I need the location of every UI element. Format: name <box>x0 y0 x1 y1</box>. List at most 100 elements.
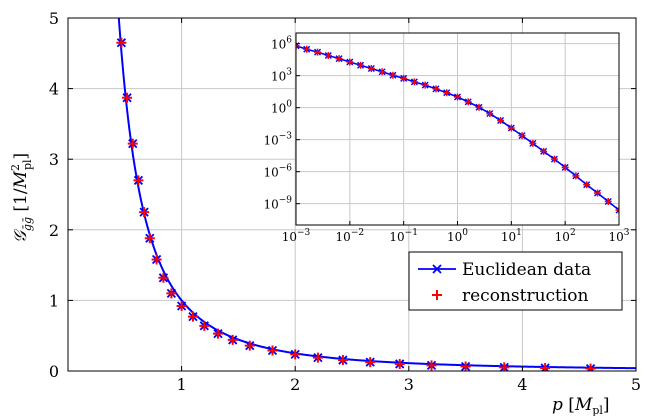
inset-euclidean-point <box>615 206 619 214</box>
main-x-tick-label: 4 <box>517 375 527 394</box>
main-reconstruction-point <box>122 92 133 103</box>
inset-reconstruction-point <box>367 64 375 72</box>
main-reconstruction-point <box>312 352 323 363</box>
inset-chart: 10−3 10−2 10−1 100 101 102 103 10−9 10−6 10−3 100 1… <box>263 32 630 244</box>
main-y-tick-label: 2 <box>49 221 59 240</box>
main-reconstruction-point <box>394 358 405 369</box>
inset-y-tick-label: 10−3 <box>263 132 292 148</box>
inset-reconstruction-point <box>550 155 558 163</box>
inset-x-tick-label: 102 <box>555 228 576 244</box>
main-ticks <box>68 17 637 372</box>
inset-reconstruction-point <box>583 181 591 189</box>
inset-x-tick-label: 10−3 <box>282 228 311 244</box>
inset-reconstruction-point <box>432 85 440 93</box>
inset-x-tick-label: 101 <box>501 228 522 244</box>
legend-x-marker-icon <box>432 264 442 274</box>
legend-label-reconstruction: reconstruction <box>462 286 589 306</box>
inset-reconstruction-point <box>497 116 505 124</box>
main-reconstruction-point <box>212 328 223 339</box>
main-reconstruction-point <box>116 37 127 48</box>
main-reconstruction-point <box>127 138 138 149</box>
main-reconstruction-point <box>426 360 437 371</box>
inset-reconstruction-point <box>400 74 408 82</box>
main-x-tick-label: 2 <box>290 375 300 394</box>
main-reconstruction-point <box>337 355 348 366</box>
main-series <box>116 18 636 371</box>
main-reconstruction-point <box>144 233 155 244</box>
inset-series <box>296 42 619 214</box>
main-reconstruction-point <box>139 207 150 218</box>
main-reconstruction-point <box>244 340 255 351</box>
y-axis-label: 𝒢ḡḡ [1/M2pl] <box>9 153 34 243</box>
legend-item-euclidean: Euclidean data <box>418 260 591 280</box>
main-reconstruction-point <box>176 301 187 312</box>
inset-y-tick-label: 103 <box>271 68 292 84</box>
main-y-tick-label: 4 <box>49 80 59 99</box>
legend-label-euclidean: Euclidean data <box>462 260 591 280</box>
main-reconstruction-point <box>585 363 596 371</box>
inset-reconstruction-point <box>335 55 343 63</box>
inset-reconstruction-point <box>604 197 612 205</box>
inset-reconstruction-point <box>389 71 397 79</box>
inset-reconstruction-point <box>572 172 580 180</box>
main-x-tick-label: 1 <box>177 375 187 394</box>
main-reconstruction-point <box>267 345 278 356</box>
inset-reconstruction-point <box>378 68 386 76</box>
inset-reconstruction-point <box>464 98 472 106</box>
inset-y-tick-label: 100 <box>271 100 292 116</box>
main-reconstruction-point <box>166 288 177 299</box>
inset-x-tick-label: 10−1 <box>389 228 418 244</box>
inset-tick-labels: 10−3 10−2 10−1 100 101 102 103 10−9 10−6 10−3 100 1… <box>263 36 629 244</box>
legend: Euclidean data reconstruction <box>408 251 623 311</box>
main-reconstruction-point <box>365 357 376 368</box>
x-axis-label: p [Mpl] <box>552 395 610 416</box>
inset-reconstruction-point <box>561 163 569 171</box>
main-reconstruction-point <box>199 320 210 331</box>
main-reconstruction-point <box>133 175 144 186</box>
main-chart: 1 2 3 4 5 0 1 2 3 4 5 𝒢ḡḡ [1/M2pl] p [Mpl] <box>9 9 641 416</box>
inset-reconstruction-point <box>421 81 429 89</box>
main-reconstruction-point <box>158 272 169 283</box>
main-x-tick-label: 3 <box>404 375 414 394</box>
main-y-tick-label: 5 <box>49 9 59 28</box>
inset-reconstruction-point <box>486 110 494 118</box>
main-plot-frame <box>67 17 637 372</box>
legend-box <box>408 251 623 311</box>
inset-reconstruction-point <box>296 42 300 50</box>
inset-reconstruction-point <box>593 189 601 197</box>
inset-y-tick-label: 10−9 <box>263 196 292 212</box>
main-reconstruction-point <box>460 361 471 371</box>
main-x-tick-label: 5 <box>631 375 641 394</box>
main-reconstruction-point <box>227 334 238 345</box>
inset-x-tick-label: 10−2 <box>336 228 365 244</box>
inset-reconstruction-point <box>314 48 322 56</box>
main-reconstruction-point <box>290 349 301 360</box>
main-y-tick-label: 1 <box>49 291 59 310</box>
inset-y-tick-label: 106 <box>271 36 292 52</box>
inset-reconstruction-point <box>540 147 548 155</box>
main-y-tick-label: 0 <box>49 362 59 381</box>
inset-reconstruction-point <box>303 45 311 53</box>
inset-reconstruction-point <box>475 103 483 111</box>
inset-reconstruction-point <box>518 132 526 140</box>
inset-reconstruction-point <box>324 51 332 59</box>
inset-reconstruction-point <box>346 58 354 66</box>
main-reconstruction-point <box>187 311 198 322</box>
legend-plus-marker-icon <box>432 290 442 300</box>
inset-ticks <box>295 43 620 225</box>
main-reconstruction-point <box>151 254 162 265</box>
inset-reconstruction-point <box>357 61 365 69</box>
inset-y-tick-label: 10−6 <box>263 164 292 180</box>
legend-item-reconstruction: reconstruction <box>432 286 589 306</box>
inset-reconstruction-point <box>529 139 537 147</box>
inset-reconstruction-point <box>410 78 418 86</box>
inset-reconstruction-point <box>454 93 461 101</box>
inset-x-tick-label: 103 <box>608 228 629 244</box>
inset-reconstruction-point <box>507 124 515 132</box>
inset-x-tick-label: 100 <box>447 228 468 244</box>
main-y-tick-label: 3 <box>49 150 59 169</box>
inset-reconstruction-point <box>443 89 451 97</box>
main-reconstruction-point <box>540 363 551 371</box>
inset-reconstruction-point <box>615 206 619 214</box>
